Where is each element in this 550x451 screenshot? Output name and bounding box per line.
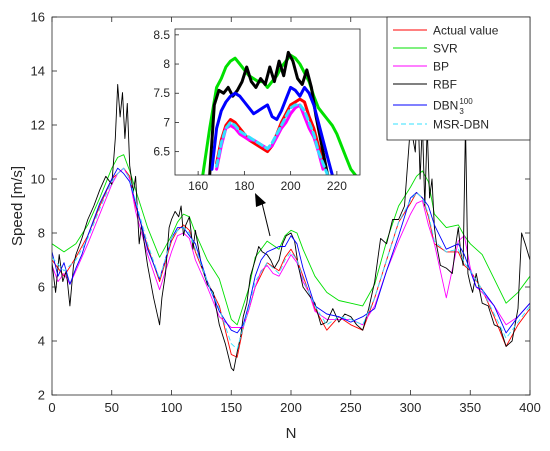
series-line-rbf bbox=[52, 84, 530, 372]
inset-x-tick-label: 220 bbox=[327, 179, 347, 193]
y-tick-label: 10 bbox=[31, 172, 45, 187]
inset-y-tick-label: 7.5 bbox=[153, 86, 170, 100]
x-tick-label: 250 bbox=[340, 400, 362, 415]
inset-x-tick-label: 200 bbox=[281, 179, 301, 193]
y-tick-label: 12 bbox=[31, 118, 45, 133]
y-tick-label: 8 bbox=[38, 226, 45, 241]
series-line-msr-dbn bbox=[52, 167, 530, 350]
inset-y-tick-label: 8.5 bbox=[153, 28, 170, 42]
inset-arrow-shaft bbox=[261, 202, 271, 237]
legend-label: DBN bbox=[433, 99, 458, 113]
inset-y-tick-label: 6.5 bbox=[153, 145, 170, 159]
legend-box bbox=[386, 16, 531, 141]
legend-label: Actual value bbox=[433, 24, 499, 38]
y-tick-label: 16 bbox=[31, 10, 45, 25]
inset-y-tick-label: 7 bbox=[163, 115, 170, 129]
inset-plot-area bbox=[175, 29, 360, 175]
legend-label: SVR bbox=[433, 42, 458, 56]
series-group bbox=[52, 84, 530, 372]
inset-x-tick-label: 160 bbox=[188, 179, 208, 193]
series-line-dbn-3-100 bbox=[52, 167, 530, 334]
inset-series-line-dbn-3-100 bbox=[210, 85, 334, 175]
x-tick-label: 50 bbox=[105, 400, 119, 415]
legend-label: RBF bbox=[433, 78, 457, 92]
inset-x-tick-label: 180 bbox=[234, 179, 254, 193]
inset-series-line-rbf bbox=[208, 50, 330, 175]
y-tick-label: 2 bbox=[38, 388, 45, 403]
x-tick-label: 100 bbox=[161, 400, 183, 415]
x-tick-label: 350 bbox=[459, 400, 481, 415]
x-axis-title: N bbox=[286, 425, 297, 442]
x-tick-label: 200 bbox=[280, 400, 302, 415]
inset-frame bbox=[174, 28, 361, 176]
legend-label-superscript: 100 bbox=[459, 97, 473, 106]
y-axis-title: Speed [m/s] bbox=[9, 166, 26, 246]
x-tick-label: 150 bbox=[220, 400, 242, 415]
legend-label: MSR-DBN bbox=[433, 118, 489, 132]
y-tick-label: 14 bbox=[31, 64, 45, 79]
inset-y-tick-label: 8 bbox=[163, 57, 170, 71]
inset-series-group bbox=[201, 50, 357, 175]
y-tick-label: 4 bbox=[38, 334, 45, 349]
x-tick-label: 300 bbox=[400, 400, 422, 415]
legend-label: BP bbox=[433, 60, 449, 74]
legend-label-subscript: 3 bbox=[459, 107, 464, 116]
y-tick-label: 6 bbox=[38, 280, 45, 295]
series-line-svr bbox=[52, 154, 530, 326]
x-tick-label: 0 bbox=[48, 400, 55, 415]
inset-arrow-head bbox=[255, 193, 266, 207]
inset-series-line-msr-dbn bbox=[215, 103, 330, 175]
x-tick-label: 400 bbox=[519, 400, 541, 415]
